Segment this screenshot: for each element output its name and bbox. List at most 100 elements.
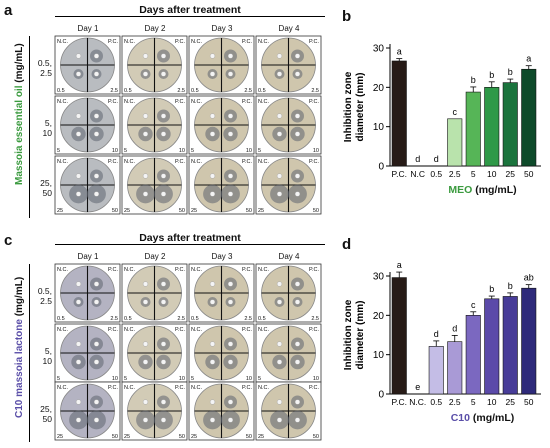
plate-cell: N.C. P.C. 25 50 bbox=[54, 155, 121, 215]
day-label: Day 4 bbox=[278, 252, 300, 261]
paper-disc bbox=[142, 71, 149, 77]
quadrant-label: N.C. bbox=[57, 267, 68, 273]
days-header: Days after treatment bbox=[139, 4, 241, 16]
paper-disc bbox=[93, 299, 100, 305]
quadrant-label: 0.5 bbox=[57, 316, 65, 322]
quadrant-label: P.C. bbox=[175, 267, 185, 273]
paper-disc bbox=[276, 359, 283, 365]
paper-disc bbox=[160, 359, 167, 365]
quadrant-label: N.C. bbox=[57, 99, 68, 105]
paper-disc bbox=[75, 113, 82, 119]
bar bbox=[391, 60, 407, 167]
paper-disc bbox=[209, 173, 216, 179]
x-tick-label: 5 bbox=[471, 397, 476, 407]
header-rule bbox=[55, 16, 325, 17]
day-label: Day 3 bbox=[211, 24, 233, 33]
x-tick-label: 25 bbox=[506, 397, 516, 407]
paper-disc bbox=[294, 53, 301, 59]
quadrant-label: N.C. bbox=[191, 327, 202, 333]
quadrant-label: N.C. bbox=[258, 267, 269, 273]
paper-disc bbox=[160, 131, 167, 137]
quadrant-label: P.C. bbox=[108, 39, 118, 45]
paper-disc bbox=[209, 281, 216, 287]
row-label: 25, 50 bbox=[40, 404, 52, 424]
paper-disc bbox=[294, 399, 301, 405]
quadrant-label: P.C. bbox=[242, 267, 252, 273]
x-tick-label: 2.5 bbox=[449, 169, 461, 179]
day-label: Day 3 bbox=[211, 252, 233, 261]
x-tick-label: 50 bbox=[524, 397, 534, 407]
quadrant-label: 5 bbox=[191, 148, 194, 154]
paper-disc bbox=[209, 113, 216, 119]
paper-disc bbox=[93, 191, 100, 197]
y-tick-label: 10 bbox=[373, 350, 385, 361]
day-label: Day 2 bbox=[144, 24, 166, 33]
x-tick-label: 5 bbox=[471, 169, 476, 179]
header-rule bbox=[55, 244, 325, 245]
quadrant-label: 50 bbox=[179, 434, 185, 440]
paper-disc bbox=[227, 281, 234, 287]
significance-letter: d bbox=[415, 154, 420, 164]
x-axis-label: MEO (mg/mL) bbox=[448, 184, 516, 196]
y-tick-label: 30 bbox=[373, 272, 385, 283]
plate-cell: N.C. P.C. 25 50 bbox=[54, 381, 121, 441]
significance-letter: b bbox=[489, 284, 494, 294]
plate-grid-c: Days after treatment Day 1 Day 2 Day 3 D… bbox=[0, 228, 330, 446]
paper-disc bbox=[294, 191, 301, 197]
quadrant-label: 50 bbox=[112, 434, 118, 440]
paper-disc bbox=[142, 341, 149, 347]
paper-disc bbox=[294, 359, 301, 365]
paper-disc bbox=[93, 281, 100, 287]
quadrant-label: 50 bbox=[246, 208, 252, 214]
plate-cell: N.C. P.C. 5 10 bbox=[54, 95, 121, 155]
paper-disc bbox=[93, 359, 100, 365]
quadrant-label: 10 bbox=[313, 148, 319, 154]
y-tick-label: 10 bbox=[373, 122, 385, 133]
quadrant-label: 10 bbox=[246, 148, 252, 154]
paper-disc bbox=[142, 359, 149, 365]
paper-disc bbox=[276, 417, 283, 423]
plate-cell: N.C. P.C. 0.5 2.5 bbox=[188, 35, 255, 95]
quadrant-label: N.C. bbox=[191, 159, 202, 165]
quadrant-label: N.C. bbox=[124, 39, 135, 45]
quadrant-label: 0.5 bbox=[258, 88, 266, 94]
paper-disc bbox=[227, 53, 234, 59]
paper-disc bbox=[294, 281, 301, 287]
plate-cell: N.C. P.C. 5 10 bbox=[121, 323, 188, 383]
paper-disc bbox=[75, 71, 82, 77]
significance-letter: b bbox=[508, 67, 513, 77]
agar-plates-a: N.C. P.C. 0.5 2.5 N.C. P.C. 0.5 2.5 N.C. P.C. 0.5 2… bbox=[54, 35, 322, 215]
quadrant-label: P.C. bbox=[108, 385, 118, 391]
quadrant-label: 5 bbox=[57, 376, 60, 382]
paper-disc bbox=[93, 399, 100, 405]
quadrant-label: 5 bbox=[191, 376, 194, 382]
day-label: Day 1 bbox=[77, 252, 99, 261]
quadrant-label: P.C. bbox=[242, 327, 252, 333]
significance-letter: c bbox=[471, 300, 476, 310]
plate-cell: N.C. P.C. 5 10 bbox=[255, 95, 322, 155]
paper-disc bbox=[160, 113, 167, 119]
significance-letter: d bbox=[434, 154, 439, 164]
quadrant-label: 2.5 bbox=[177, 88, 185, 94]
plate-cell: N.C. P.C. 5 10 bbox=[188, 323, 255, 383]
paper-disc bbox=[75, 299, 82, 305]
quadrant-label: 10 bbox=[179, 148, 185, 154]
plate-cell: N.C. P.C. 25 50 bbox=[255, 381, 322, 441]
paper-disc bbox=[142, 173, 149, 179]
quadrant-label: N.C. bbox=[57, 327, 68, 333]
quadrant-label: 5 bbox=[57, 148, 60, 154]
paper-disc bbox=[209, 341, 216, 347]
panel-label-b: b bbox=[342, 8, 352, 25]
quadrant-label: 2.5 bbox=[311, 88, 319, 94]
paper-disc bbox=[142, 417, 149, 423]
quadrant-label: 25 bbox=[57, 208, 63, 214]
paper-disc bbox=[227, 399, 234, 405]
paper-disc bbox=[75, 173, 82, 179]
quadrant-label: 2.5 bbox=[110, 316, 118, 322]
quadrant-label: 5 bbox=[258, 376, 261, 382]
bar bbox=[447, 341, 463, 395]
paper-disc bbox=[75, 281, 82, 287]
quadrant-label: 2.5 bbox=[244, 88, 252, 94]
paper-disc bbox=[276, 299, 283, 305]
quadrant-label: 25 bbox=[258, 434, 264, 440]
